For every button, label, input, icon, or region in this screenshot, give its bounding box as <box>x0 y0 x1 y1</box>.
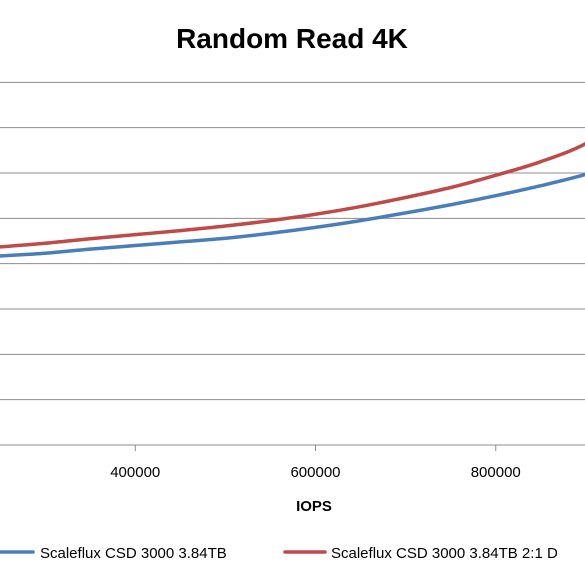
series-line-1 <box>0 172 585 258</box>
x-tick-label: 600000 <box>290 464 340 481</box>
x-tick-label: 400000 <box>110 464 160 481</box>
legend-label-2: Scaleflux CSD 3000 3.84TB 2:1 D <box>331 545 558 562</box>
legend: Scaleflux CSD 3000 3.84TB Scaleflux CSD 3… <box>0 545 558 562</box>
x-tick-labels: 400000 600000 800000 <box>110 445 521 481</box>
x-tick-label: 800000 <box>471 464 521 481</box>
series-line-2 <box>0 142 585 249</box>
chart-title: Random Read 4K <box>176 23 408 54</box>
legend-label-1: Scaleflux CSD 3000 3.84TB <box>40 545 227 562</box>
x-axis-label: IOPS <box>296 498 332 515</box>
series-lines <box>0 142 585 258</box>
gridlines <box>0 81 585 401</box>
